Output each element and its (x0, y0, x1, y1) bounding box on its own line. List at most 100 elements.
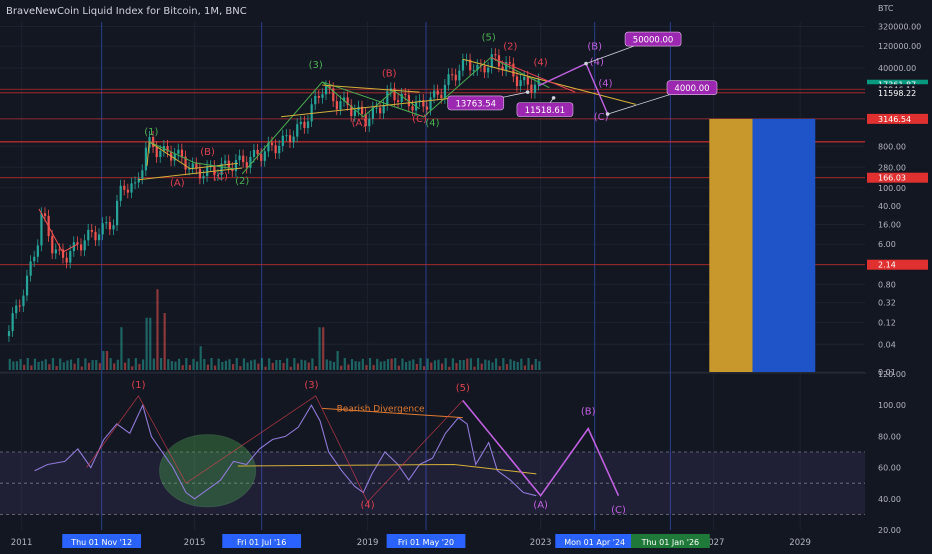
rsi-annotation: (1) (131, 380, 145, 391)
callout-value: 13763.54 (455, 99, 496, 109)
rsi-annotation: (C) (611, 505, 626, 516)
volume-bar (516, 361, 519, 370)
volume-bar (105, 351, 109, 370)
candle-body (245, 162, 248, 168)
candle-body (69, 251, 72, 263)
candle-body (61, 249, 65, 258)
wave-label: (C) (213, 172, 228, 183)
candle-body (371, 107, 375, 119)
candle-body (418, 100, 421, 102)
time-tick-label: 2011 (11, 538, 33, 548)
volume-bar (376, 358, 379, 370)
candle-body (274, 145, 277, 154)
candle-body (379, 107, 382, 114)
volume-bar (354, 361, 357, 370)
wave-label: (4) (590, 57, 604, 68)
candle-body (195, 163, 198, 169)
volume-bar (33, 358, 37, 370)
price-badge-label: 166.03 (878, 174, 906, 183)
candle-body (397, 100, 400, 102)
candle-body (310, 104, 313, 122)
volume-bar (534, 359, 537, 370)
volume-bar (451, 358, 454, 370)
wave-line (321, 81, 420, 118)
volume-bar (505, 364, 509, 370)
callout-box (516, 102, 574, 117)
candle-body (407, 95, 411, 107)
candle-body (447, 74, 450, 85)
price-badge (867, 87, 928, 98)
wave-label: (4) (425, 118, 439, 129)
candle-body (101, 223, 104, 235)
volume-bar (448, 366, 451, 370)
volume-bar (120, 327, 123, 370)
volume-bar (203, 359, 206, 370)
candle-body (144, 147, 148, 171)
candle-body (238, 155, 241, 161)
wave-label: (2) (235, 176, 249, 187)
price-tick-label: 6.00 (878, 240, 896, 249)
volume-bar (426, 358, 429, 370)
volume-bar (177, 358, 181, 370)
volume-bar (275, 360, 278, 370)
candle-body (321, 94, 324, 98)
candle-body (83, 240, 86, 251)
rsi-layer: Bearish Divergence (1) (3) (4) (5) (A) (B) (C) (0, 380, 865, 516)
volume-bar (311, 358, 314, 370)
volume-bar (300, 359, 303, 370)
volume-bar (372, 365, 375, 370)
volume-bar (210, 358, 213, 370)
volume-bar (73, 363, 76, 370)
rsi-annotation: (5) (456, 383, 470, 394)
volume-bar (404, 362, 408, 370)
candle-body (505, 62, 508, 71)
candle-body (234, 160, 238, 172)
price-badge (867, 113, 928, 124)
time-tick-label: 2015 (184, 538, 206, 548)
candle-body (119, 185, 122, 201)
rsi-tick-label: 60.00 (878, 464, 901, 473)
volume-bar (336, 351, 339, 370)
candle-body (43, 213, 47, 216)
volume-bar (224, 360, 228, 370)
candle-body (249, 156, 252, 168)
candle-body (515, 76, 519, 87)
candle-body (15, 305, 18, 314)
rsi-projection-line (462, 400, 620, 497)
candle-body (260, 154, 263, 161)
candle-body (116, 200, 119, 226)
candle-body (433, 90, 436, 98)
candle-body (25, 275, 29, 296)
volume-bar (109, 358, 112, 370)
candle-body (7, 331, 11, 337)
volume-bar (523, 365, 527, 370)
volume-bar (495, 358, 498, 370)
volume-bar (293, 358, 296, 370)
volume-bar (48, 364, 51, 370)
candle-body (422, 100, 425, 107)
volume-bar (141, 359, 145, 370)
volume-bar (127, 358, 130, 370)
volume-bar (509, 359, 512, 370)
volume-bar (145, 317, 148, 370)
candle-body (332, 88, 335, 102)
volume-bar (379, 361, 382, 370)
price-tick-label: 0.01 (878, 368, 896, 377)
candle-body (152, 137, 155, 148)
volume-bar (246, 362, 249, 370)
candle-body (288, 135, 292, 143)
candle-body (29, 261, 32, 276)
volume-bar (368, 358, 372, 370)
date-badge (62, 534, 142, 548)
volume-bar (242, 358, 246, 370)
volume-bar (394, 358, 397, 370)
volume-bar (513, 360, 516, 370)
candle-body (487, 67, 490, 73)
callout-box (447, 95, 505, 111)
volume-bar (149, 317, 152, 370)
volume-bar (466, 358, 469, 370)
target-box (752, 118, 816, 372)
correction-line (38, 208, 79, 253)
volume-bar (185, 358, 188, 370)
